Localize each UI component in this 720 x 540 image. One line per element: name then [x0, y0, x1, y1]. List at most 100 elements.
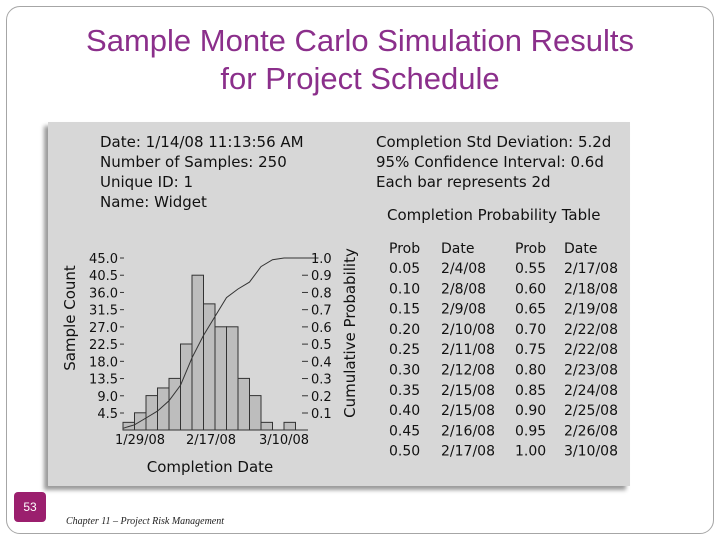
- table-cell-date: 2/26/08: [564, 423, 618, 439]
- y-tick-label: 27.0: [89, 321, 118, 336]
- slide-title-line-1: Sample Monte Carlo Simulation Results: [86, 23, 634, 58]
- table-cell-date: 2/15/08: [441, 403, 495, 419]
- histogram-bar: [214, 326, 227, 431]
- histogram-bar: [226, 326, 239, 431]
- y-tick-label: 36.0: [89, 286, 118, 301]
- table-cell-date: 2/25/08: [564, 403, 618, 419]
- table-cell-prob: 0.05: [389, 261, 420, 277]
- table-cell-prob: 0.15: [389, 302, 420, 318]
- slide-title: Sample Monte Carlo Simulation Results fo…: [20, 22, 700, 98]
- table-cell-date: 2/17/08: [564, 261, 618, 277]
- table-cell-prob: 0.40: [389, 403, 420, 419]
- table-header: Prob: [515, 241, 546, 257]
- table-cell-prob: 0.20: [389, 322, 420, 338]
- histogram-bar: [237, 377, 250, 431]
- table-cell-prob: 0.35: [389, 383, 420, 399]
- table-cell-prob: 0.45: [389, 423, 420, 439]
- table-cell-prob: 0.70: [515, 322, 546, 338]
- histogram-bar: [180, 343, 193, 431]
- y-tick-label: 9.0: [97, 390, 118, 405]
- page-number-badge: 53: [14, 492, 46, 522]
- x-axis-label: Completion Date: [147, 458, 274, 476]
- y2-tick-label: 0.3: [311, 373, 332, 388]
- table-header: Date: [441, 241, 474, 257]
- y2-tick-label: 0.9: [311, 269, 332, 284]
- y2-tick-label: 0.4: [311, 355, 332, 370]
- y-tick-label: 45.0: [89, 252, 118, 267]
- table-cell-prob: 0.95: [515, 423, 546, 439]
- probability-table: Prob Date Prob Date 0.05 2/4/08 0.10 2/8/08 0.15…: [389, 241, 618, 460]
- probability-table-title: Completion Probability Table: [387, 206, 601, 224]
- table-cell-date: 2/9/08: [441, 302, 486, 318]
- cumulative-curve: [122, 257, 319, 429]
- y-axis-ticks: 45.0 40.5 36.0 31.5 27.0 22.5 18.0 13.5 9.0 4.5: [89, 252, 124, 422]
- table-cell-prob: 1.00: [515, 444, 546, 460]
- info-bar-width: Each bar represents 2d: [376, 173, 551, 191]
- table-cell-prob: 0.50: [389, 444, 420, 460]
- histogram-bar: [168, 377, 181, 431]
- info-std-deviation: Completion Std Deviation: 5.2d: [376, 133, 611, 151]
- y-tick-label: 40.5: [89, 269, 118, 284]
- y2-tick-label: 0.8: [311, 286, 332, 301]
- table-cell-date: 2/22/08: [564, 342, 618, 358]
- table-cell-date: 2/8/08: [441, 281, 486, 297]
- y-axis-label: Sample Count: [61, 265, 79, 371]
- slide-title-line-2: for Project Schedule: [220, 61, 500, 96]
- histogram-bar: [191, 274, 204, 431]
- simulation-chart: Date: 1/14/08 11:13:56 AM Number of Samp…: [61, 133, 618, 476]
- table-cell-date: 2/15/08: [441, 383, 495, 399]
- y2-tick-label: 1.0: [311, 252, 332, 267]
- info-unique-id: Unique ID: 1: [100, 173, 193, 191]
- table-cell-date: 2/4/08: [441, 261, 486, 277]
- y-tick-label: 4.5: [97, 407, 118, 422]
- y-tick-label: 31.5: [89, 304, 118, 319]
- table-cell-date: 3/10/08: [564, 444, 618, 460]
- y2-axis-label: Cumulative Probability: [341, 248, 359, 418]
- table-cell-prob: 0.55: [515, 261, 546, 277]
- table-cell-prob: 0.75: [515, 342, 546, 358]
- y2-tick-label: 0.7: [311, 304, 332, 319]
- info-samples: Number of Samples: 250: [100, 153, 287, 171]
- simulation-figure: Date: 1/14/08 11:13:56 AM Number of Samp…: [48, 122, 630, 486]
- slide-footer: Chapter 11 – Project Risk Management: [66, 516, 225, 527]
- y2-axis-ticks: 1.0 0.9 0.8 0.7 0.6 0.5 0.4 0.3 0.2 0.1: [302, 252, 332, 422]
- y2-tick-label: 0.5: [311, 338, 332, 353]
- histogram-bar: [249, 395, 262, 431]
- table-cell-date: 2/11/08: [441, 342, 495, 358]
- y2-tick-label: 0.6: [311, 321, 332, 336]
- info-name: Name: Widget: [100, 193, 207, 211]
- table-cell-date: 2/16/08: [441, 423, 495, 439]
- table-cell-date: 2/18/08: [564, 281, 618, 297]
- y-tick-label: 22.5: [89, 338, 118, 353]
- table-cell-date: 2/23/08: [564, 363, 618, 379]
- histogram-bar: [283, 421, 296, 431]
- x-axis-ticks: 1/29/08 2/17/08 3/10/08: [115, 433, 309, 448]
- table-cell-date: 2/19/08: [564, 302, 618, 318]
- x-tick-label: 2/17/08: [186, 433, 236, 448]
- table-header: Date: [564, 241, 597, 257]
- table-cell-prob: 0.60: [515, 281, 546, 297]
- histogram-bars: [122, 274, 296, 431]
- table-cell-date: 2/10/08: [441, 322, 495, 338]
- table-cell-prob: 0.65: [515, 302, 546, 318]
- table-header: Prob: [389, 241, 420, 257]
- table-cell-prob: 0.85: [515, 383, 546, 399]
- table-cell-prob: 0.10: [389, 281, 420, 297]
- histogram-bar: [260, 421, 273, 431]
- histogram-bar: [203, 303, 216, 431]
- y2-tick-label: 0.2: [311, 390, 332, 405]
- table-cell-date: 2/17/08: [441, 444, 495, 460]
- table-cell-prob: 0.80: [515, 363, 546, 379]
- x-tick-label: 1/29/08: [115, 433, 165, 448]
- histogram-bar: [145, 395, 158, 431]
- table-cell-date: 2/24/08: [564, 383, 618, 399]
- info-date: Date: 1/14/08 11:13:56 AM: [100, 133, 304, 151]
- table-cell-prob: 0.25: [389, 342, 420, 358]
- table-cell-date: 2/22/08: [564, 322, 618, 338]
- y-tick-label: 13.5: [89, 373, 118, 388]
- table-cell-prob: 0.90: [515, 403, 546, 419]
- table-cell-date: 2/12/08: [441, 363, 495, 379]
- table-cell-prob: 0.30: [389, 363, 420, 379]
- y-tick-label: 18.0: [89, 355, 118, 370]
- y2-tick-label: 0.1: [311, 407, 332, 422]
